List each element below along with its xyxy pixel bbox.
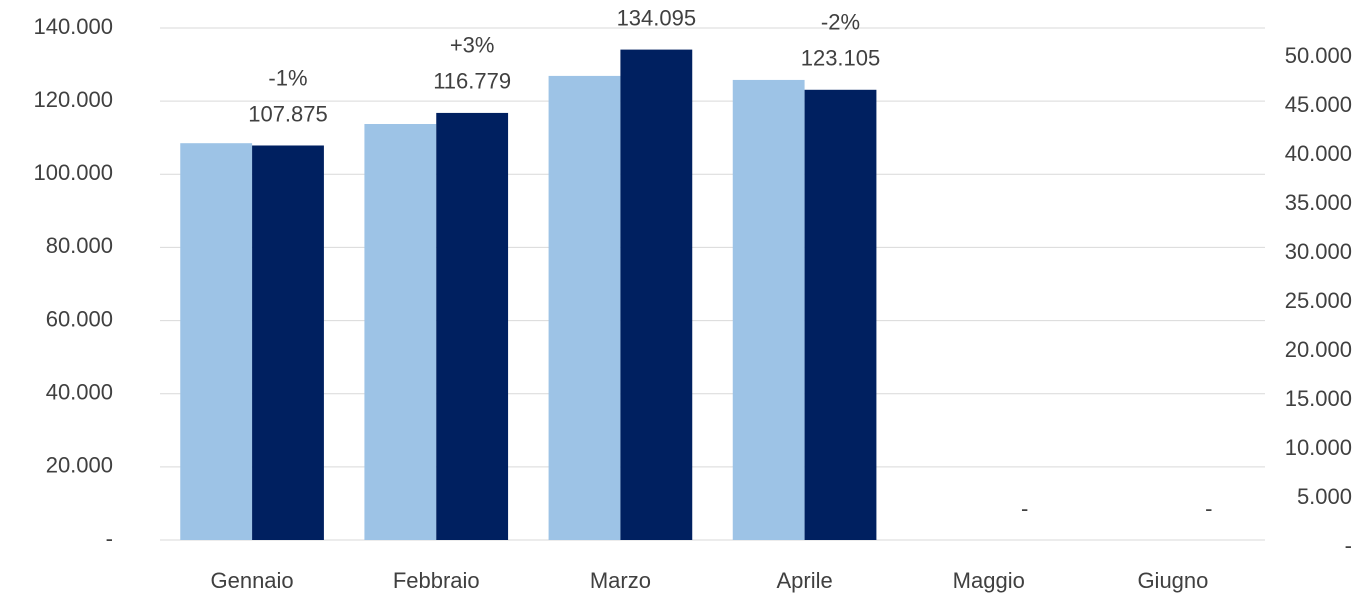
- y2-tick-label: -: [1345, 533, 1352, 558]
- y-tick-label: 80.000: [46, 233, 113, 258]
- bar: [436, 112, 509, 540]
- data-label: 116.779: [433, 69, 511, 94]
- x-tick-label: Febbraio: [393, 568, 480, 593]
- y2-tick-label: 35.000: [1285, 190, 1352, 215]
- y-tick-label: 20.000: [46, 453, 113, 478]
- x-tick-label: Gennaio: [210, 568, 293, 593]
- y2-tick-label: 10.000: [1285, 435, 1352, 460]
- bar: [804, 89, 877, 541]
- bar: [548, 75, 621, 540]
- bar: [252, 145, 324, 540]
- y-tick-label: 60.000: [46, 306, 113, 331]
- y-tick-label: 120.000: [33, 87, 113, 112]
- bar: [732, 79, 805, 540]
- y2-tick-label: 30.000: [1285, 239, 1352, 264]
- y2-tick-label: 25.000: [1285, 288, 1352, 313]
- data-label: 107.875: [248, 101, 328, 126]
- data-label: -: [1021, 496, 1028, 521]
- change-label: -2%: [821, 10, 860, 35]
- data-label: -: [1205, 496, 1212, 521]
- y-tick-label: -: [106, 526, 113, 551]
- change-label: +3%: [450, 33, 495, 58]
- data-label: 123.105: [801, 46, 881, 71]
- y-tick-label: 40.000: [46, 380, 113, 405]
- bar: [180, 143, 253, 540]
- bar: [620, 49, 693, 540]
- y2-tick-label: 40.000: [1285, 141, 1352, 166]
- y2-tick-label: 45.000: [1285, 92, 1352, 117]
- y-tick-label: 100.000: [33, 160, 113, 185]
- x-tick-label: Marzo: [590, 568, 651, 593]
- y2-tick-label: 50.000: [1285, 43, 1352, 68]
- x-tick-label: Giugno: [1137, 568, 1208, 593]
- y2-tick-label: 5.000: [1297, 484, 1352, 509]
- change-label: -1%: [268, 65, 307, 90]
- x-tick-label: Aprile: [776, 568, 832, 593]
- x-tick-label: Maggio: [953, 568, 1025, 593]
- data-label: 134.095: [617, 5, 697, 30]
- bar: [364, 124, 437, 540]
- y2-tick-label: 20.000: [1285, 337, 1352, 362]
- y-tick-label: 140.000: [33, 14, 113, 39]
- y2-tick-label: 15.000: [1285, 386, 1352, 411]
